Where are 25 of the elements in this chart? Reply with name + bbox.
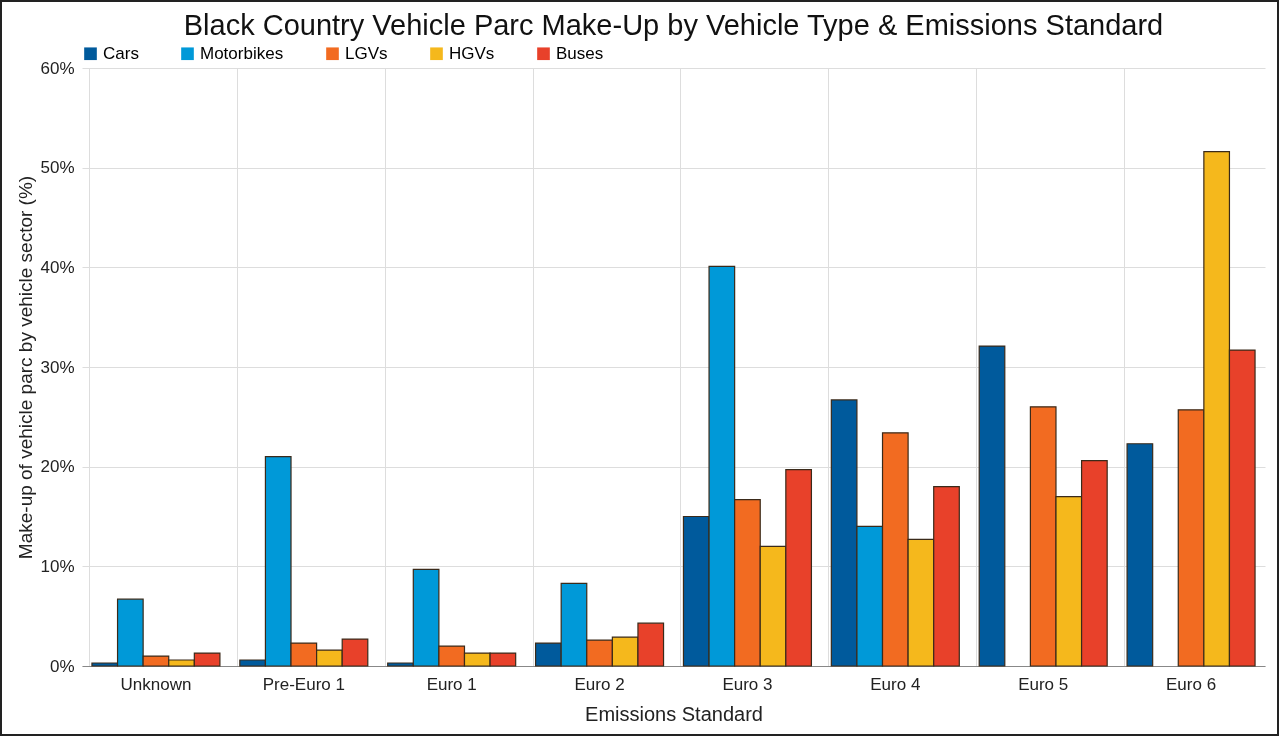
legend-label: LGVs xyxy=(345,43,388,63)
bar xyxy=(1126,443,1154,667)
legend-label: Motorbikes xyxy=(200,43,284,63)
x-axis-title: Emissions Standard xyxy=(585,702,763,725)
x-tick-label: Euro 3 xyxy=(722,674,773,694)
x-tick-label: Euro 5 xyxy=(1018,674,1069,694)
chart-title: Black Country Vehicle Parc Make-Up by Vehicle Type & Emissions Standard xyxy=(183,9,1164,41)
x-tick-label: Unknown xyxy=(120,674,192,694)
y-tick-label: 50% xyxy=(40,158,75,178)
y-tick-label: 40% xyxy=(40,257,75,277)
y-tick-label: 10% xyxy=(40,556,75,576)
legend-label: HGVs xyxy=(449,43,495,63)
x-tick-label: Pre-Euro 1 xyxy=(262,674,345,694)
y-tick-label: 60% xyxy=(40,58,75,78)
y-axis-title: Make-up of vehicle parc by vehicle sector (%) xyxy=(15,175,37,560)
x-tick-label: Euro 2 xyxy=(574,674,625,694)
x-tick-label: Euro 1 xyxy=(426,674,477,694)
bar xyxy=(978,345,1006,667)
y-tick-label: 20% xyxy=(40,457,75,477)
y-tick-label: 0% xyxy=(49,656,75,676)
x-tick-label: Euro 4 xyxy=(870,674,921,694)
y-tick-label: 30% xyxy=(40,357,75,377)
legend-label: Buses xyxy=(556,43,604,63)
x-tick-label: Euro 6 xyxy=(1166,674,1217,694)
legend-label: Cars xyxy=(103,43,139,63)
